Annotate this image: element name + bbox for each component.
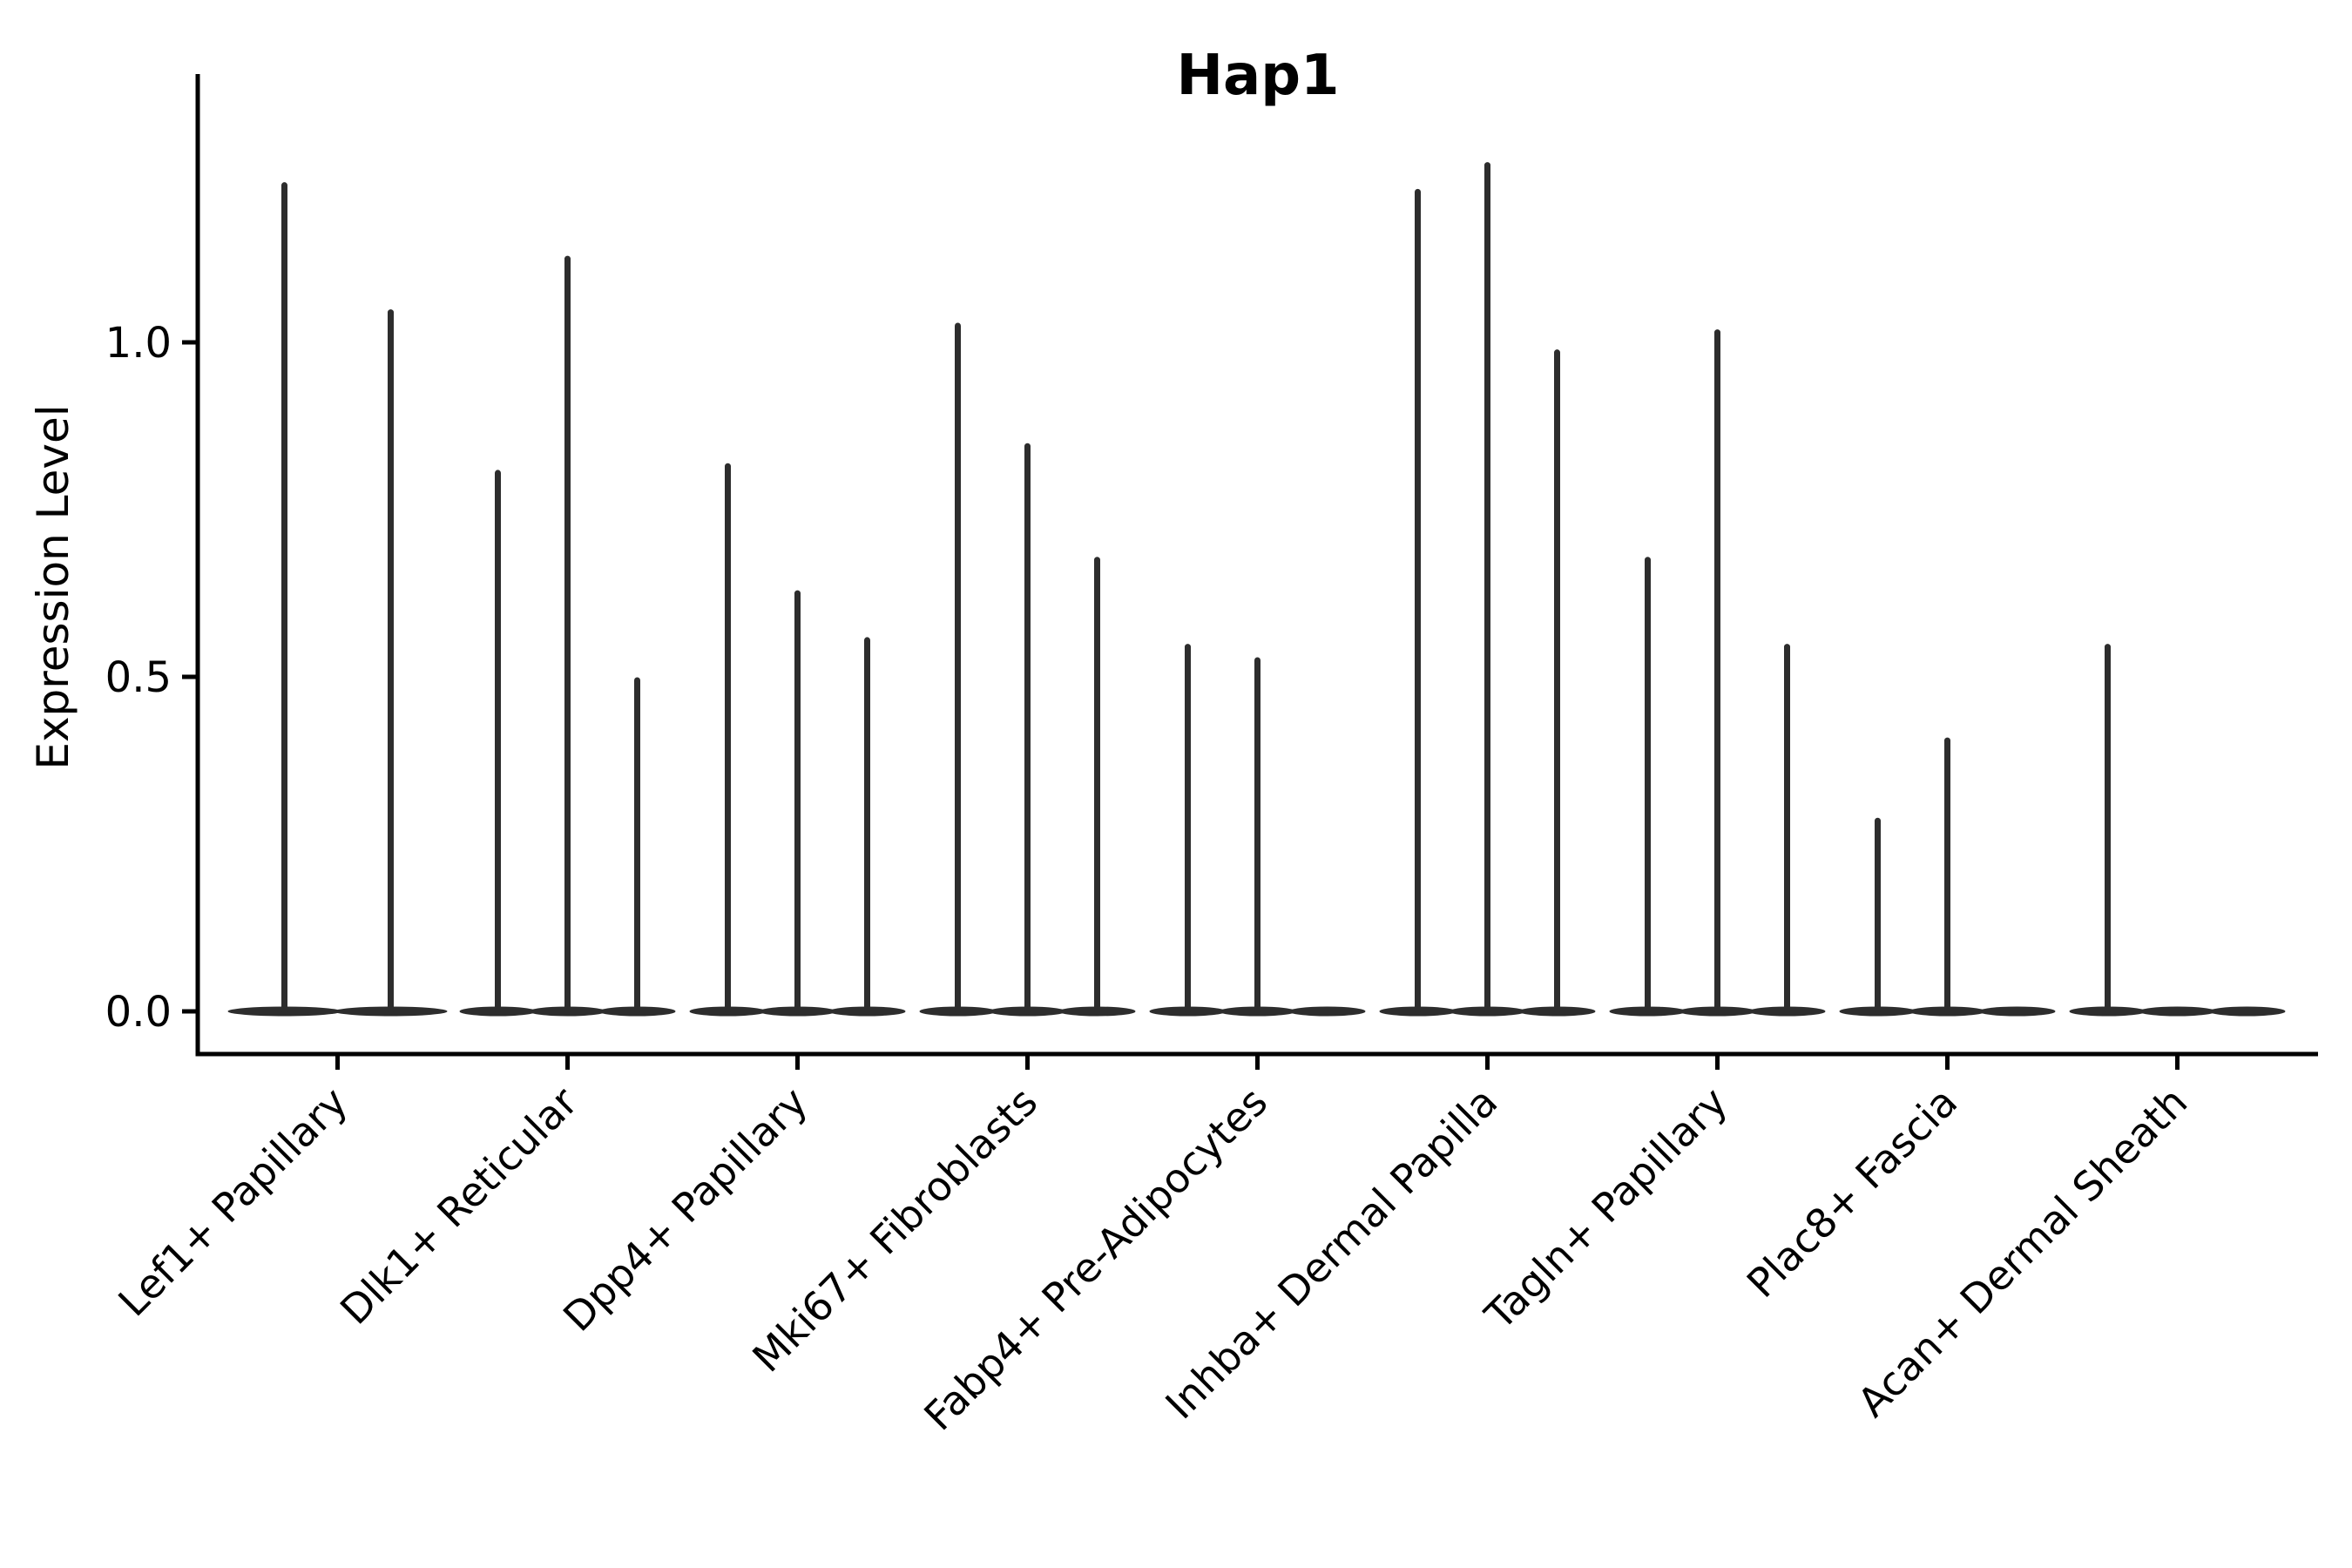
violin xyxy=(1748,644,1826,1017)
violin xyxy=(1978,1006,2056,1017)
violin xyxy=(989,443,1066,1017)
violin xyxy=(1449,162,1526,1017)
violin xyxy=(759,590,836,1017)
x-tick-label: Lef1+ Papillary xyxy=(109,1078,356,1326)
violin-base xyxy=(2208,1006,2286,1017)
violin xyxy=(1379,188,1456,1017)
x-tick-label: Plac8+ Fascia xyxy=(1738,1078,1966,1307)
violin xyxy=(1219,657,1296,1017)
violin-base xyxy=(2139,1006,2216,1017)
violin xyxy=(334,309,448,1017)
violin-base xyxy=(1288,1006,1366,1017)
x-tick-label: Dlk1+ Reticular xyxy=(331,1078,586,1334)
x-tick-label: Dpp4+ Papillary xyxy=(554,1078,816,1341)
violin xyxy=(1288,1006,1366,1017)
x-tick-label: Tagln+ Papillary xyxy=(1476,1078,1737,1340)
violin xyxy=(919,322,997,1017)
violin xyxy=(1839,817,1916,1017)
violin xyxy=(828,637,906,1017)
violin xyxy=(689,463,767,1017)
violin xyxy=(2069,644,2146,1017)
violin xyxy=(2139,1006,2216,1017)
violin xyxy=(1518,349,1596,1017)
violin xyxy=(598,677,676,1017)
violin xyxy=(1679,329,1756,1017)
y-tick-label: 1.0 xyxy=(105,319,172,368)
violin xyxy=(1149,644,1227,1017)
violin xyxy=(1909,737,1986,1017)
violin xyxy=(459,470,537,1017)
y-axis-label: Expression Level xyxy=(28,404,78,769)
y-tick-label: 0.5 xyxy=(105,653,172,702)
violin-base xyxy=(1978,1006,2056,1017)
violin xyxy=(529,255,606,1017)
violin xyxy=(227,182,341,1017)
chart-title: Hap1 xyxy=(1176,44,1339,108)
y-tick-label: 0.0 xyxy=(105,988,172,1037)
violin xyxy=(2208,1006,2286,1017)
violin xyxy=(1058,557,1136,1017)
violin xyxy=(1609,557,1686,1017)
